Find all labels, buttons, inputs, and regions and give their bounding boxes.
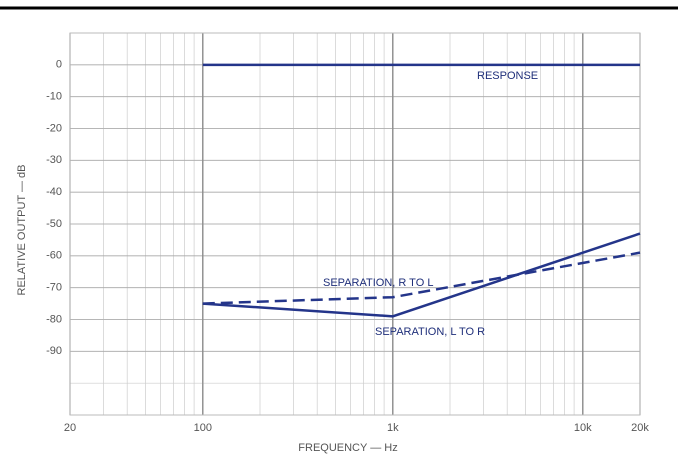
- series-annotation: RESPONSE: [477, 70, 538, 82]
- y-tick-label: -40: [46, 186, 62, 198]
- y-tick-label: -90: [46, 345, 62, 357]
- plot-frame: [69, 32, 641, 416]
- y-tick-label: -20: [46, 122, 62, 134]
- x-tick-label: 10k: [574, 422, 592, 434]
- x-tick-label: 20: [64, 422, 76, 434]
- line-series: [202, 251, 641, 305]
- y-tick-label: -30: [46, 154, 62, 166]
- y-tick-label: -10: [46, 91, 62, 103]
- x-axis-label: FREQUENCY — Hz: [298, 442, 397, 454]
- x-tick-label: 100: [194, 422, 212, 434]
- y-tick-label: 0: [56, 59, 62, 71]
- y-tick-label: -70: [46, 282, 62, 294]
- line-series: [202, 232, 641, 318]
- y-tick-label: -60: [46, 250, 62, 262]
- x-tick-label: 1k: [387, 422, 399, 434]
- y-tick-label: -80: [46, 313, 62, 325]
- series-annotation: SEPARATION, R TO L: [323, 277, 433, 289]
- y-axis-label: RELATIVE OUTPUT — dB: [16, 164, 28, 295]
- series-annotation: SEPARATION, L TO R: [375, 326, 485, 338]
- x-tick-label: 20k: [631, 422, 649, 434]
- y-tick-label: -50: [46, 218, 62, 230]
